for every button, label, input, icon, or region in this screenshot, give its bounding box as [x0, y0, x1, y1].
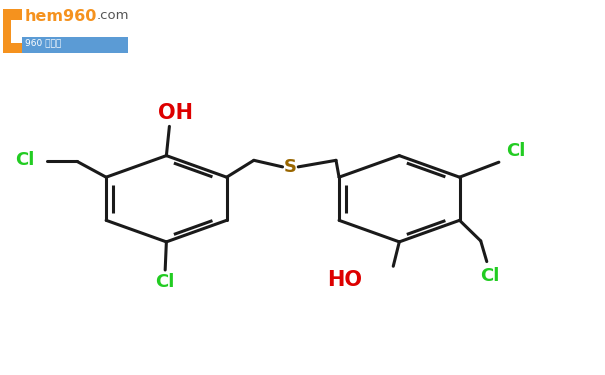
Text: Cl: Cl	[15, 150, 34, 169]
Text: S: S	[284, 158, 297, 176]
Text: Cl: Cl	[506, 142, 526, 160]
FancyBboxPatch shape	[22, 37, 128, 52]
Text: 960 化工网: 960 化工网	[25, 38, 61, 47]
Text: HO: HO	[327, 270, 362, 290]
Text: .com: .com	[97, 9, 129, 22]
Text: OH: OH	[158, 104, 193, 123]
Text: Cl: Cl	[155, 273, 175, 291]
Polygon shape	[3, 9, 22, 53]
Text: Cl: Cl	[480, 267, 500, 285]
Text: hem960: hem960	[25, 9, 97, 24]
